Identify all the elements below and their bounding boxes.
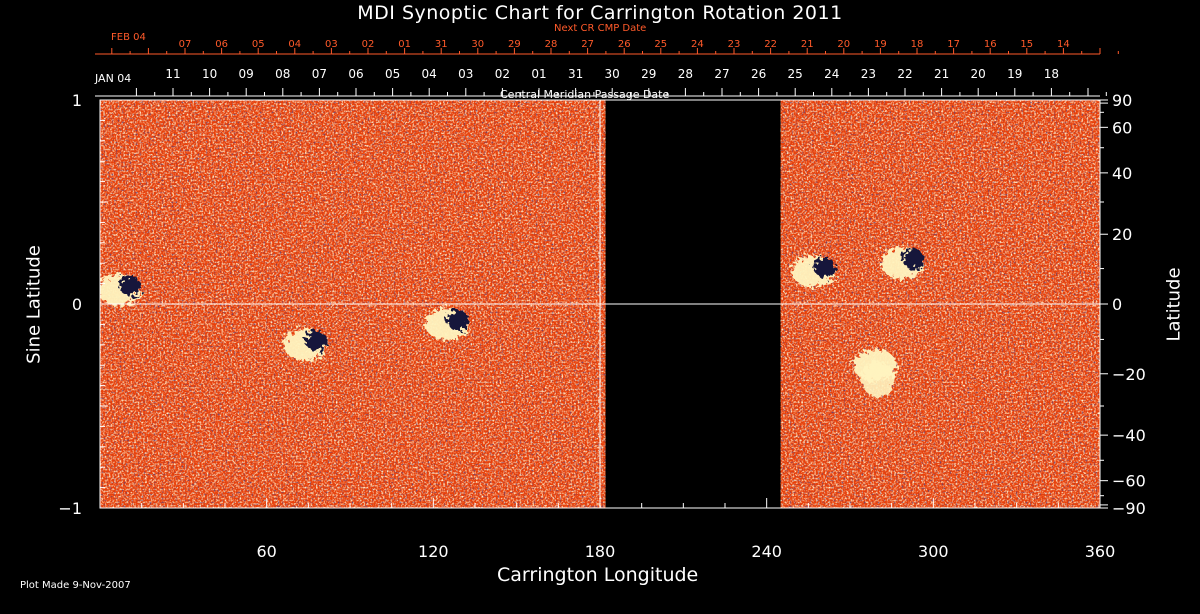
y-tick-label-right: −20	[1112, 365, 1146, 384]
red-date-label: 03	[325, 39, 338, 50]
red-date-label: 22	[764, 39, 777, 50]
white-date-label: 26	[751, 67, 766, 81]
y-tick-label-right: 0	[1112, 295, 1122, 314]
white-date-label: 08	[275, 67, 290, 81]
white-date-label: 29	[641, 67, 656, 81]
white-date-label: 19	[1007, 67, 1022, 81]
x-tick-label: 360	[1085, 542, 1116, 561]
active-region-4	[880, 247, 925, 280]
white-date-label: 06	[348, 67, 363, 81]
active-region-negative	[902, 249, 925, 270]
active-region-0	[100, 273, 142, 306]
red-date-label: 06	[215, 39, 228, 50]
date-axes: 07 06 05 04 03 02 01 31 30 29 28 27 26 25 24 23 22 21 20 19…	[95, 39, 1119, 97]
red-date-label: 23	[728, 39, 741, 50]
red-date-label: 19	[874, 39, 887, 50]
active-region-negative	[447, 310, 469, 331]
red-date-label: 30	[471, 39, 484, 50]
x-tick-label: 60	[256, 542, 276, 561]
red-date-label: 15	[1020, 39, 1033, 50]
red-date-label: 01	[398, 39, 411, 50]
y-tick-label-right: −90	[1112, 499, 1146, 518]
x-tick-label: 180	[585, 542, 616, 561]
x-tick-label: 300	[918, 542, 949, 561]
white-date-label: 28	[678, 67, 693, 81]
white-date-label: 03	[458, 67, 473, 81]
active-region-negative	[119, 275, 142, 296]
x-tick-label: 240	[751, 542, 782, 561]
white-date-label: 01	[531, 67, 546, 81]
white-date-label: 24	[824, 67, 839, 81]
red-date-label: 25	[654, 39, 667, 50]
chart-title: MDI Synoptic Chart for Carrington Rotati…	[357, 2, 843, 24]
chart-axes: 60 120 180 240 300 360 1 0 −1 90 60 40 20 0 −20 −40 −60 −…	[58, 91, 1145, 561]
red-date-label: 04	[288, 39, 301, 50]
red-date-label: 07	[179, 39, 192, 50]
red-date-label: 18	[911, 39, 924, 50]
plot-made-footer: Plot Made 9-Nov-2007	[20, 580, 131, 591]
red-date-label: 20	[837, 39, 850, 50]
white-date-label: 11	[165, 67, 180, 81]
red-date-label: 05	[252, 39, 265, 50]
y-tick-label-right: 60	[1112, 118, 1132, 137]
red-date-label: 29	[508, 39, 521, 50]
red-date-label: 26	[618, 39, 631, 50]
white-date-label: 25	[788, 67, 803, 81]
active-region-negative	[305, 330, 328, 351]
red-date-label: 21	[801, 39, 814, 50]
red-date-label: 16	[984, 39, 997, 50]
white-date-label: 09	[239, 67, 254, 81]
active-region-2	[425, 308, 469, 341]
white-date-label: 04	[422, 67, 437, 81]
cmp-date-title: Central Meridian Passage Date	[500, 88, 670, 101]
red-date-label: 31	[435, 39, 448, 50]
x-axis-title: Carrington Longitude	[497, 564, 699, 586]
active-region-1	[283, 328, 328, 361]
white-date-label: 20	[971, 67, 986, 81]
red-date-label: 14	[1057, 39, 1070, 50]
y-tick-label-right: 40	[1112, 164, 1132, 183]
red-date-label: 17	[947, 39, 960, 50]
white-date-label: 31	[568, 67, 583, 81]
y-tick-label-left: 1	[72, 91, 82, 110]
white-date-label: 07	[312, 67, 327, 81]
y-tick-label-left: −1	[58, 499, 82, 518]
y-axis-right-title: Latitude	[1163, 267, 1185, 342]
white-date-label: 23	[861, 67, 876, 81]
white-date-label: 22	[897, 67, 912, 81]
white-date-label: 21	[934, 67, 949, 81]
white-date-label: 10	[202, 67, 217, 81]
x-tick-label: 120	[418, 542, 449, 561]
red-date-label: 02	[362, 39, 375, 50]
red-date-label: 24	[691, 39, 704, 50]
y-axis-left-title: Sine Latitude	[23, 245, 45, 364]
white-date-label: 30	[605, 67, 620, 81]
y-tick-label-right: −40	[1112, 426, 1146, 445]
active-region-3	[791, 255, 836, 288]
y-tick-label-right: −60	[1112, 472, 1146, 491]
next-cr-title: Next CR CMP Date	[554, 23, 647, 34]
red-date-label: 27	[581, 39, 594, 50]
white-date-label: 18	[1044, 67, 1059, 81]
active-region-negative	[813, 257, 836, 278]
white-date-label: 05	[385, 67, 400, 81]
white-date-label: 02	[495, 67, 510, 81]
red-axis-start-label: FEB 04	[111, 32, 146, 43]
white-axis-start-label: JAN 04	[95, 72, 132, 85]
active-region-5	[852, 349, 897, 398]
red-date-label: 28	[545, 39, 558, 50]
y-tick-label-left: 0	[72, 295, 82, 314]
active-region-plage	[861, 361, 894, 398]
y-tick-label-right: 90	[1112, 91, 1132, 110]
y-tick-label-right: 20	[1112, 225, 1132, 244]
white-date-label: 27	[714, 67, 729, 81]
